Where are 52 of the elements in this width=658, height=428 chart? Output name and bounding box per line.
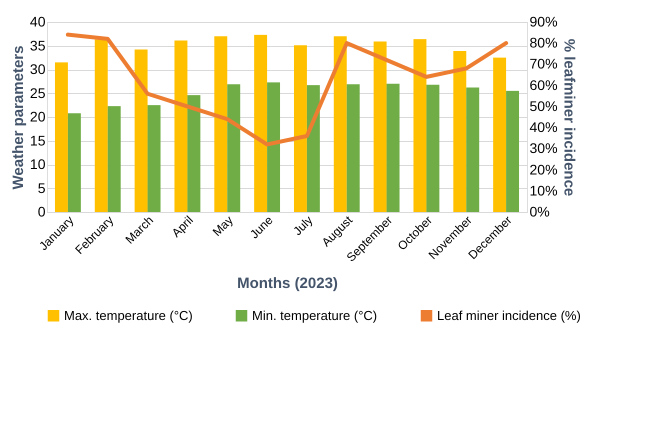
legend-label: Min. temperature (°C) [252,308,378,323]
bar [306,85,320,212]
y-tick-label: 35 [30,37,46,54]
bar [174,40,188,212]
y2-tick-label: 40% [530,119,558,136]
y-tick-label: 10 [30,156,46,172]
y-tick-label: 40 [30,14,46,30]
bar [214,36,228,212]
bar [386,84,400,212]
bar [334,36,347,212]
bar [187,95,200,212]
legend-label: Max. temperature (°C) [64,308,193,323]
x-axis-title: Months (2023) [237,274,338,292]
y-tick-label: 5 [38,180,46,196]
y-tick-label: 25 [30,84,46,101]
y2-tick-label: 80% [530,34,558,51]
bar [493,58,506,212]
x-tick-label: May [210,213,236,240]
bar [227,84,240,212]
bar [148,105,161,212]
x-tick-label: July [290,213,316,238]
y2-tick-label: 20% [530,161,558,178]
bar [267,82,280,212]
bar [466,88,480,212]
bar [453,50,466,212]
bar [374,41,387,212]
y2-axis-title: % leafminer incidence [560,38,578,196]
bar [54,62,68,212]
bar [294,45,307,212]
y-axis-title: Weather parameters [10,46,27,190]
y2-tick-label: 10% [530,182,558,198]
bar [254,34,268,212]
y2-tick-label: 70% [530,56,558,72]
y2-tick-label: 60% [530,76,558,93]
y-tick-label: 15 [30,132,46,148]
bar [413,39,426,212]
legend-label: Leaf miner incidence (%) [437,308,581,323]
bar [506,90,520,212]
y2-tick-label: 50% [530,98,558,114]
bar [134,50,148,212]
y2-tick-label: 0% [530,204,550,220]
y2-tick-label: 90% [530,14,558,30]
y-tick-label: 20 [30,108,46,124]
bar [68,113,81,212]
bar [426,84,440,212]
bar [346,84,360,212]
y2-tick-label: 30% [530,140,558,156]
line-series [66,32,508,146]
y-tick-label: 30 [30,61,46,77]
bar [94,40,108,212]
y-tick-label: 0 [38,204,46,220]
bar [108,106,121,212]
